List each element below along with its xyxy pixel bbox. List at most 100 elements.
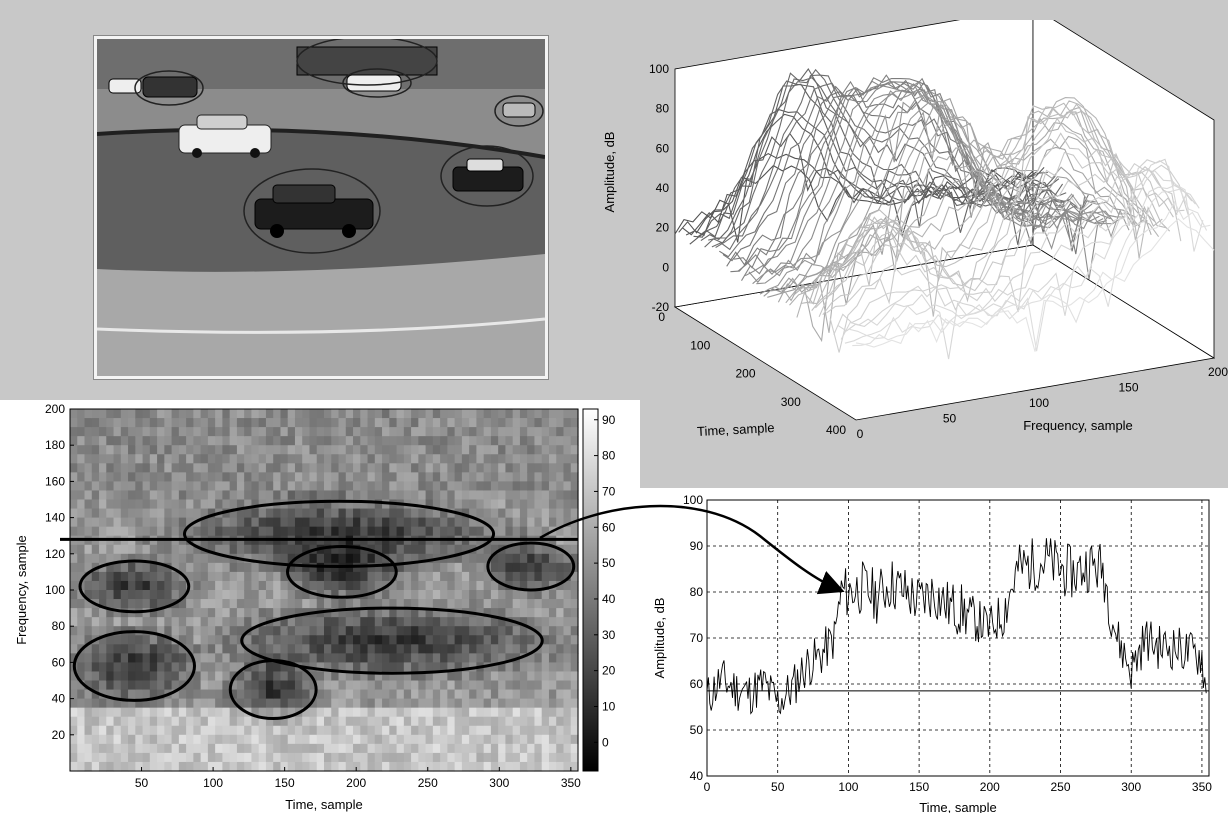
heatmap-cell xyxy=(454,463,463,473)
heatmap-cell xyxy=(316,517,325,528)
heatmap-cell xyxy=(316,653,325,663)
heatmap-cell xyxy=(541,743,550,754)
heatmap-cell xyxy=(157,662,165,673)
heatmap-cell xyxy=(382,635,390,645)
heatmap-cell xyxy=(469,752,477,763)
heatmap-cell xyxy=(178,608,187,618)
heatmap-cell xyxy=(454,562,463,573)
heatmap-cell xyxy=(461,743,470,754)
heatmap-cell xyxy=(548,707,557,718)
heatmap-cell xyxy=(302,526,311,537)
heatmap-cell xyxy=(469,526,477,537)
heatmap-cell xyxy=(171,716,180,727)
heatmap-cell xyxy=(447,617,456,627)
heatmap-cell xyxy=(483,409,492,419)
heatmap-cell xyxy=(229,653,238,663)
heatmap-cell xyxy=(382,481,390,492)
heatmap-cell xyxy=(120,617,129,627)
heatmap-cell xyxy=(193,580,202,591)
heatmap-cell xyxy=(512,671,521,682)
heatmap-cell xyxy=(396,707,405,718)
heatmap-cell xyxy=(70,635,78,645)
heatmap-cell xyxy=(164,580,173,591)
heatmap-cell xyxy=(120,590,129,600)
heatmap-cell xyxy=(490,508,499,519)
heatmap-cell xyxy=(360,445,369,455)
heatmap-cell xyxy=(403,427,412,437)
heatmap-cell xyxy=(447,707,456,718)
heatmap-cell xyxy=(512,436,521,446)
heatmap-cell xyxy=(265,716,274,727)
heatmap-cell xyxy=(84,752,93,763)
heatmap-cell xyxy=(331,508,340,519)
heatmap-cell xyxy=(258,761,267,772)
heatmap-cell xyxy=(142,517,151,528)
heatmap-cell xyxy=(273,662,282,673)
heatmap-cell xyxy=(324,454,332,464)
heatmap-cell xyxy=(512,752,521,763)
heatmap-cell xyxy=(135,689,144,700)
heatmap-cell xyxy=(265,761,274,772)
heatmap-cell xyxy=(287,463,296,473)
heatmap-cell xyxy=(541,436,550,446)
heatmap-cell xyxy=(440,671,448,682)
heatmap-cell xyxy=(425,653,434,663)
heatmap-cell xyxy=(316,707,325,718)
heatmap-cell xyxy=(273,608,282,618)
heatmap-cell xyxy=(164,454,173,464)
heatmap-cell xyxy=(215,526,223,537)
heatmap-cell xyxy=(534,671,543,682)
heatmap-cell xyxy=(324,599,332,609)
heatmap-cell xyxy=(440,526,448,537)
heatmap-cell xyxy=(454,590,463,600)
heatmap-cell xyxy=(512,454,521,464)
heatmap-cell xyxy=(570,707,579,718)
heatmap-cell xyxy=(294,571,303,582)
heatmap-cell xyxy=(469,626,477,636)
heatmap-cell xyxy=(244,463,253,473)
heatmap-cell xyxy=(207,725,216,736)
heatmap-cell xyxy=(367,481,376,492)
heatmap-cell xyxy=(411,644,419,654)
surface-mesh-line xyxy=(833,158,1193,335)
surface-mesh-line xyxy=(803,102,1163,305)
heatmap-cell xyxy=(135,707,144,718)
heatmap-cell xyxy=(251,608,260,618)
heatmap-cell xyxy=(273,743,282,754)
heatmap-cell xyxy=(302,617,311,627)
heatmap-cell xyxy=(432,644,441,654)
heatmap-cell xyxy=(287,725,296,736)
heatmap-cell xyxy=(374,743,383,754)
heatmap-cell xyxy=(432,590,441,600)
heatmap-cell xyxy=(534,418,543,428)
heatmap-cell xyxy=(222,716,231,727)
heatmap-cell xyxy=(309,725,318,736)
heatmap-cell xyxy=(331,409,340,419)
heatmap-cell xyxy=(251,599,260,609)
heatmap-cell xyxy=(403,653,412,663)
heatmap-cell xyxy=(157,635,165,645)
heatmap-cell xyxy=(541,617,550,627)
surface-mesh-line xyxy=(777,115,1137,303)
heatmap-cell xyxy=(178,689,187,700)
heatmap-cell xyxy=(461,490,470,501)
heatmap-cell xyxy=(142,698,151,709)
heatmap-cell xyxy=(548,752,557,763)
heatmap-cell xyxy=(113,761,122,772)
heatmap-cell xyxy=(265,635,274,645)
traffic-scene xyxy=(97,39,545,376)
heatmap-cell xyxy=(469,725,477,736)
heatmap-cell xyxy=(280,463,289,473)
heatmap-cell xyxy=(519,490,528,501)
heatmap-cell xyxy=(280,752,289,763)
heatmap-cell xyxy=(120,608,129,618)
heatmap-cell xyxy=(461,617,470,627)
heatmap-cell xyxy=(164,644,173,654)
heatmap-cell xyxy=(244,445,253,455)
heatmap-cell xyxy=(186,725,194,736)
heatmap-cell xyxy=(229,544,238,555)
heatmap-cell xyxy=(186,427,194,437)
heatmap-cell xyxy=(164,499,173,510)
heatmap-cell xyxy=(244,472,253,482)
heatmap-cell xyxy=(193,626,202,636)
